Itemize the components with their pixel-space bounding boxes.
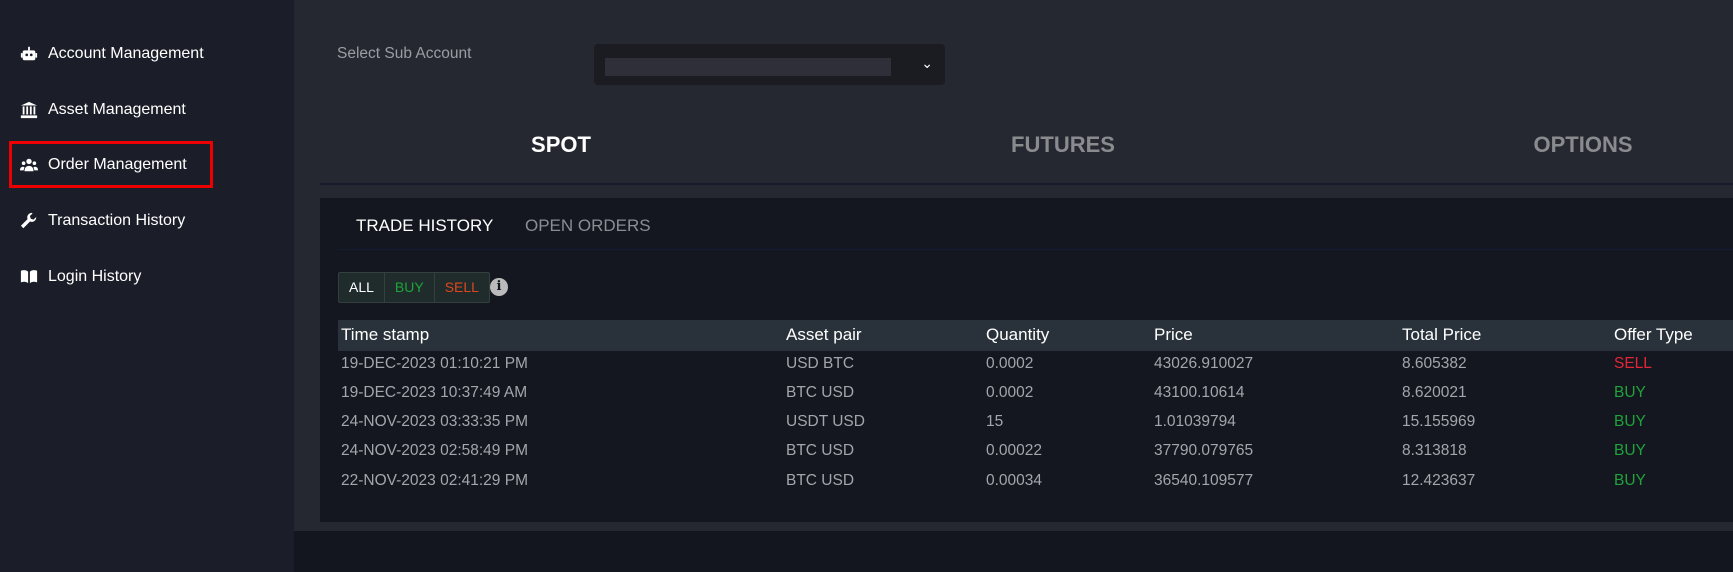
sidebar-item-account-management[interactable]: Account Management — [20, 39, 204, 69]
column-header-timestamp[interactable]: Time stamp — [341, 325, 430, 344]
cell-offer-type: BUY — [1614, 384, 1646, 401]
footer-strip — [294, 522, 1733, 531]
cell-asset-pair: USDT USD — [786, 413, 865, 430]
sidebar: Account Management Asset Management Orde… — [0, 0, 294, 572]
cell-total-price: 8.313818 — [1402, 442, 1467, 459]
wrench-icon — [20, 212, 37, 229]
cell-timestamp: 24-NOV-2023 03:33:35 PM — [341, 413, 528, 430]
robot-icon — [20, 46, 38, 61]
cell-price: 43026.910027 — [1154, 355, 1254, 372]
cell-price: 43100.10614 — [1154, 384, 1245, 401]
sidebar-item-label: Order Management — [48, 156, 187, 173]
subtabs-divider — [338, 249, 1733, 250]
sidebar-item-order-management[interactable]: Order Management — [20, 150, 187, 180]
cell-quantity: 15 — [986, 413, 1004, 430]
cell-quantity: 0.0002 — [986, 355, 1034, 372]
tab-spot[interactable]: SPOT — [531, 132, 591, 157]
cell-total-price: 8.620021 — [1402, 384, 1467, 401]
cell-price: 37790.079765 — [1154, 442, 1254, 459]
sidebar-item-label: Transaction History — [48, 212, 186, 229]
sidebar-item-transaction-history[interactable]: Transaction History — [20, 206, 185, 236]
cell-timestamp: 22-NOV-2023 02:41:29 PM — [341, 472, 528, 489]
cell-asset-pair: USD BTC — [786, 355, 855, 372]
info-icon[interactable]: i — [490, 278, 508, 296]
cell-asset-pair: BTC USD — [786, 442, 855, 459]
filter-buy-button[interactable]: BUY — [385, 273, 435, 302]
cell-offer-type: SELL — [1614, 355, 1652, 372]
offer-filter-group: ALL BUY SELL — [338, 272, 490, 303]
sidebar-item-asset-management[interactable]: Asset Management — [20, 95, 186, 125]
cell-offer-type: BUY — [1614, 472, 1646, 489]
cell-timestamp: 19-DEC-2023 10:37:49 AM — [341, 384, 528, 401]
column-header-total-price[interactable]: Total Price — [1402, 325, 1482, 344]
trade-panel — [320, 198, 1733, 522]
cell-quantity: 0.00034 — [986, 472, 1043, 489]
tabs-divider — [320, 183, 1733, 185]
cell-timestamp: 24-NOV-2023 02:58:49 PM — [341, 442, 528, 459]
table-header — [338, 320, 1733, 351]
cell-price: 1.01039794 — [1154, 413, 1236, 430]
filter-all-button[interactable]: ALL — [339, 273, 385, 302]
column-header-price[interactable]: Price — [1154, 325, 1193, 344]
column-header-quantity[interactable]: Quantity — [986, 325, 1050, 344]
cell-total-price: 15.155969 — [1402, 413, 1476, 430]
tab-options[interactable]: OPTIONS — [1533, 132, 1633, 157]
subtab-trade-history[interactable]: TRADE HISTORY — [356, 216, 494, 235]
users-icon — [20, 158, 38, 172]
sidebar-item-label: Login History — [48, 268, 142, 285]
chevron-down-icon: ⌄ — [921, 55, 933, 71]
cell-offer-type: BUY — [1614, 442, 1646, 459]
cell-total-price: 12.423637 — [1402, 472, 1476, 489]
column-header-offer-type[interactable]: Offer Type — [1614, 325, 1693, 344]
cell-offer-type: BUY — [1614, 413, 1646, 430]
cell-timestamp: 19-DEC-2023 01:10:21 PM — [341, 355, 528, 372]
book-icon — [20, 270, 38, 284]
bank-icon — [20, 101, 38, 119]
tab-futures[interactable]: FUTURES — [1011, 132, 1115, 157]
column-header-asset-pair[interactable]: Asset pair — [786, 325, 862, 344]
filter-sell-button[interactable]: SELL — [444, 279, 479, 295]
sub-account-label: Select Sub Account — [337, 45, 472, 62]
subtab-open-orders[interactable]: OPEN ORDERS — [525, 216, 651, 235]
sub-account-value — [605, 58, 891, 76]
cell-price: 36540.109577 — [1154, 472, 1254, 489]
sidebar-item-login-history[interactable]: Login History — [20, 262, 141, 292]
sidebar-item-label: Account Management — [48, 45, 204, 62]
sidebar-item-label: Asset Management — [48, 101, 186, 118]
cell-quantity: 0.00022 — [986, 442, 1043, 459]
cell-quantity: 0.0002 — [986, 384, 1034, 401]
cell-asset-pair: BTC USD — [786, 384, 855, 401]
cell-total-price: 8.605382 — [1402, 355, 1467, 372]
cell-asset-pair: BTC USD — [786, 472, 855, 489]
sub-account-select[interactable]: ⌄ — [594, 44, 945, 85]
